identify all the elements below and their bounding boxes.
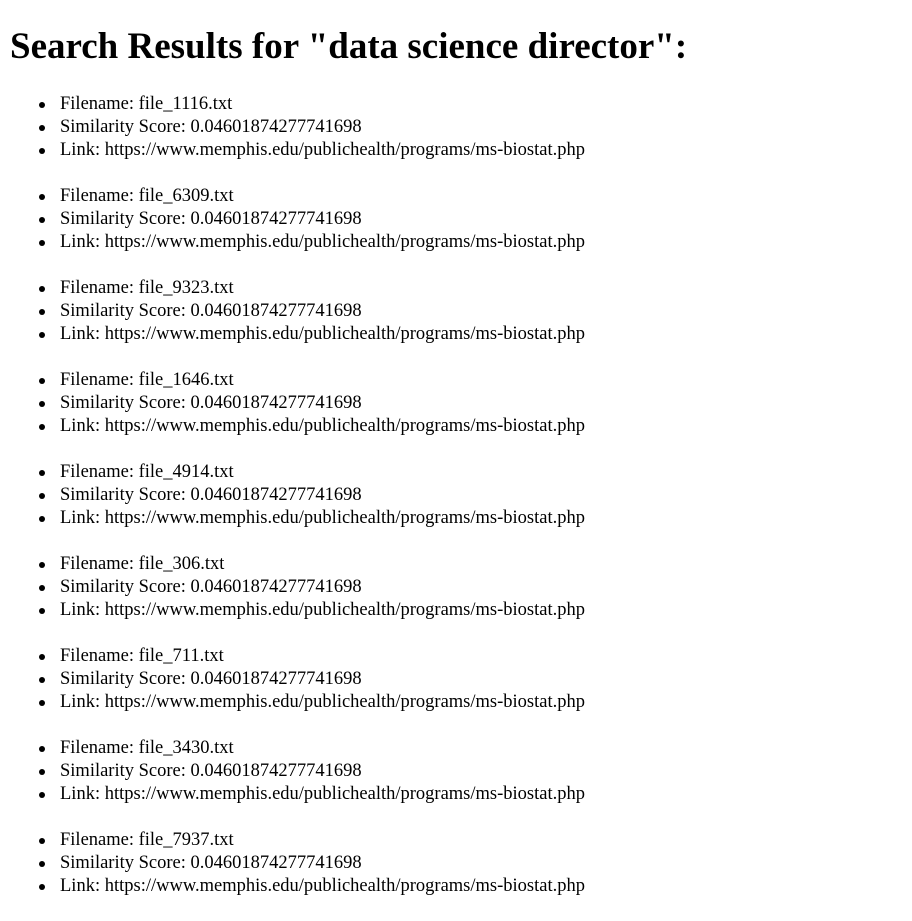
result-link-label: Link: bbox=[60, 876, 101, 896]
result-filename: Filename: file_1116.txt bbox=[39, 93, 912, 116]
result-similarity-score-value: 0.04601874277741698 bbox=[190, 853, 362, 873]
result-filename-value: file_711.txt bbox=[138, 646, 224, 666]
result-link-label: Link: bbox=[60, 232, 101, 252]
result-link-value: https://www.memphis.edu/publichealth/pro… bbox=[104, 416, 585, 436]
result-link-value: https://www.memphis.edu/publichealth/pro… bbox=[104, 324, 585, 344]
result-link-label: Link: bbox=[60, 140, 101, 160]
result-similarity-score-label: Similarity Score: bbox=[60, 761, 186, 781]
result-link-label: Link: bbox=[60, 416, 101, 436]
result-link: Link: https://www.memphis.edu/publicheal… bbox=[39, 599, 912, 622]
result-similarity-score-label: Similarity Score: bbox=[60, 393, 186, 413]
result-similarity-score: Similarity Score: 0.04601874277741698 bbox=[39, 300, 912, 323]
result-similarity-score: Similarity Score: 0.04601874277741698 bbox=[39, 116, 912, 139]
result-filename: Filename: file_1646.txt bbox=[39, 369, 912, 392]
result-similarity-score-value: 0.04601874277741698 bbox=[190, 669, 362, 689]
result-filename: Filename: file_7937.txt bbox=[39, 829, 912, 852]
result-filename-value: file_306.txt bbox=[138, 554, 225, 574]
result-link-label: Link: bbox=[60, 508, 101, 528]
result-item: Filename: file_3430.txt Similarity Score:… bbox=[10, 737, 912, 806]
result-similarity-score-value: 0.04601874277741698 bbox=[190, 117, 362, 137]
result-similarity-score: Similarity Score: 0.04601874277741698 bbox=[39, 208, 912, 231]
result-item: Filename: file_1646.txt Similarity Score:… bbox=[10, 369, 912, 438]
result-filename-label: Filename: bbox=[60, 830, 134, 850]
result-link: Link: https://www.memphis.edu/publicheal… bbox=[39, 139, 912, 162]
result-link-value: https://www.memphis.edu/publichealth/pro… bbox=[104, 140, 585, 160]
result-link-value: https://www.memphis.edu/publichealth/pro… bbox=[104, 508, 585, 528]
result-link-value: https://www.memphis.edu/publichealth/pro… bbox=[104, 876, 585, 896]
result-similarity-score-value: 0.04601874277741698 bbox=[190, 485, 362, 505]
result-filename-value: file_9323.txt bbox=[138, 278, 234, 298]
results-list: Filename: file_1116.txt Similarity Score:… bbox=[10, 93, 912, 898]
result-filename-label: Filename: bbox=[60, 370, 134, 390]
result-similarity-score: Similarity Score: 0.04601874277741698 bbox=[39, 576, 912, 599]
result-filename: Filename: file_4914.txt bbox=[39, 461, 912, 484]
result-similarity-score-value: 0.04601874277741698 bbox=[190, 393, 362, 413]
result-item: Filename: file_6309.txt Similarity Score:… bbox=[10, 185, 912, 254]
result-similarity-score: Similarity Score: 0.04601874277741698 bbox=[39, 852, 912, 875]
result-filename-value: file_3430.txt bbox=[138, 738, 234, 758]
result-similarity-score-label: Similarity Score: bbox=[60, 301, 186, 321]
result-link-label: Link: bbox=[60, 692, 101, 712]
result-filename-value: file_1116.txt bbox=[138, 94, 233, 114]
result-link-value: https://www.memphis.edu/publichealth/pro… bbox=[104, 784, 585, 804]
result-similarity-score-label: Similarity Score: bbox=[60, 853, 186, 873]
result-link-value: https://www.memphis.edu/publichealth/pro… bbox=[104, 232, 585, 252]
result-item: Filename: file_7937.txt Similarity Score:… bbox=[10, 829, 912, 898]
page-title: Search Results for "data science directo… bbox=[10, 26, 688, 67]
result-link: Link: https://www.memphis.edu/publicheal… bbox=[39, 231, 912, 254]
result-similarity-score-value: 0.04601874277741698 bbox=[190, 577, 362, 597]
result-filename-label: Filename: bbox=[60, 278, 134, 298]
result-item: Filename: file_4914.txt Similarity Score:… bbox=[10, 461, 912, 530]
result-filename-value: file_6309.txt bbox=[138, 186, 234, 206]
result-link: Link: https://www.memphis.edu/publicheal… bbox=[39, 415, 912, 438]
result-filename-label: Filename: bbox=[60, 462, 134, 482]
result-link: Link: https://www.memphis.edu/publicheal… bbox=[39, 783, 912, 806]
result-link-value: https://www.memphis.edu/publichealth/pro… bbox=[104, 692, 585, 712]
result-similarity-score: Similarity Score: 0.04601874277741698 bbox=[39, 760, 912, 783]
result-filename-value: file_1646.txt bbox=[138, 370, 234, 390]
result-item: Filename: file_1116.txt Similarity Score:… bbox=[10, 93, 912, 162]
result-similarity-score-label: Similarity Score: bbox=[60, 577, 186, 597]
result-similarity-score: Similarity Score: 0.04601874277741698 bbox=[39, 668, 912, 691]
result-similarity-score-label: Similarity Score: bbox=[60, 485, 186, 505]
result-link: Link: https://www.memphis.edu/publicheal… bbox=[39, 691, 912, 714]
result-link: Link: https://www.memphis.edu/publicheal… bbox=[39, 875, 912, 898]
result-similarity-score-label: Similarity Score: bbox=[60, 209, 186, 229]
result-similarity-score-label: Similarity Score: bbox=[60, 117, 186, 137]
result-link-label: Link: bbox=[60, 324, 101, 344]
result-link: Link: https://www.memphis.edu/publicheal… bbox=[39, 323, 912, 346]
result-filename-label: Filename: bbox=[60, 738, 134, 758]
result-filename-value: file_7937.txt bbox=[138, 830, 234, 850]
result-similarity-score: Similarity Score: 0.04601874277741698 bbox=[39, 484, 912, 507]
result-filename: Filename: file_306.txt bbox=[39, 553, 912, 576]
result-filename-label: Filename: bbox=[60, 186, 134, 206]
result-similarity-score-value: 0.04601874277741698 bbox=[190, 761, 362, 781]
result-filename-label: Filename: bbox=[60, 94, 134, 114]
result-filename: Filename: file_6309.txt bbox=[39, 185, 912, 208]
result-filename: Filename: file_9323.txt bbox=[39, 277, 912, 300]
result-item: Filename: file_9323.txt Similarity Score:… bbox=[10, 277, 912, 346]
result-filename: Filename: file_3430.txt bbox=[39, 737, 912, 760]
result-similarity-score-value: 0.04601874277741698 bbox=[190, 301, 362, 321]
result-filename-label: Filename: bbox=[60, 646, 134, 666]
result-item: Filename: file_306.txt Similarity Score: … bbox=[10, 553, 912, 622]
result-filename-label: Filename: bbox=[60, 554, 134, 574]
result-link-value: https://www.memphis.edu/publichealth/pro… bbox=[104, 600, 585, 620]
result-link-label: Link: bbox=[60, 600, 101, 620]
result-link: Link: https://www.memphis.edu/publicheal… bbox=[39, 507, 912, 530]
page-content: Search Results for "data science directo… bbox=[10, 0, 912, 921]
result-filename: Filename: file_711.txt bbox=[39, 645, 912, 668]
result-similarity-score-value: 0.04601874277741698 bbox=[190, 209, 362, 229]
result-link-label: Link: bbox=[60, 784, 101, 804]
result-filename-value: file_4914.txt bbox=[138, 462, 234, 482]
result-item: Filename: file_711.txt Similarity Score: … bbox=[10, 645, 912, 714]
result-similarity-score-label: Similarity Score: bbox=[60, 669, 186, 689]
result-similarity-score: Similarity Score: 0.04601874277741698 bbox=[39, 392, 912, 415]
